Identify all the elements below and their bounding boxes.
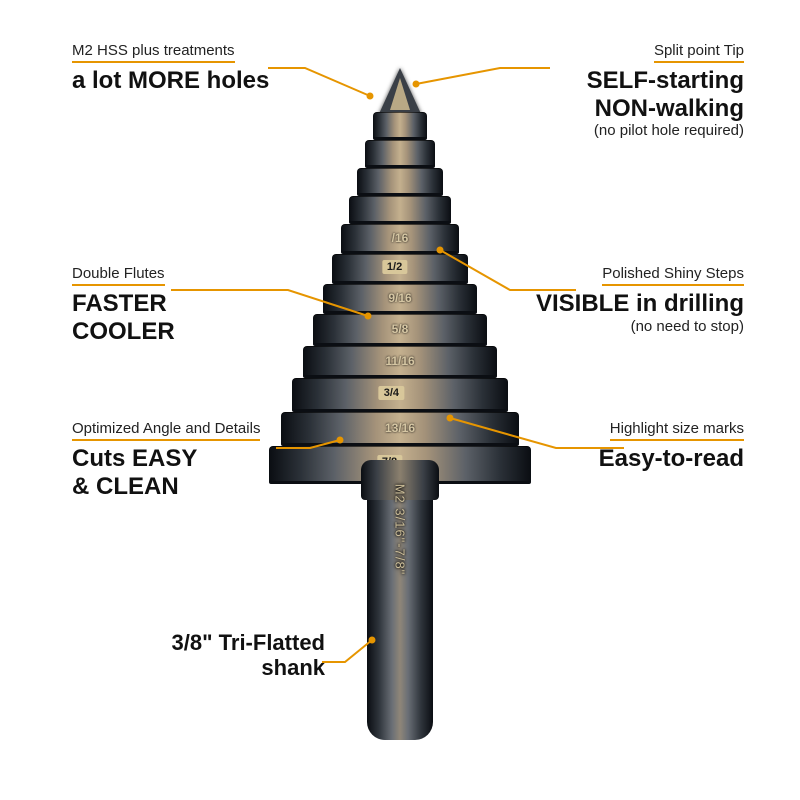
drill-shank: M2 3/16"-7/8"	[367, 492, 433, 740]
callout-main: a lot MORE holes	[72, 67, 269, 94]
drill-step	[373, 112, 427, 140]
drill-step: /16	[341, 224, 459, 254]
callout-main: Easy-to-read	[599, 445, 744, 472]
callout-subtitle: M2 HSS plus treatments	[72, 42, 235, 63]
drill-step: 7/8	[269, 446, 531, 484]
callout-low-right: Highlight size marks Easy-to-read	[599, 420, 744, 473]
callout-main-line1: FASTER	[72, 290, 167, 317]
callout-low-left: Optimized Angle and Details Cuts EASY & …	[72, 420, 260, 500]
callout-top-right: Split point Tip SELF-starting NON-walkin…	[587, 42, 744, 140]
callout-note: (no need to stop)	[631, 318, 744, 335]
drill-step: 3/4	[292, 378, 508, 412]
drill-step	[365, 140, 435, 168]
drill-step: 9/16	[323, 284, 477, 314]
shank-label-line2: shank	[261, 655, 325, 680]
drill-step: 13/16	[281, 412, 519, 446]
callout-mid-right: Polished Shiny Steps VISIBLE in drilling…	[536, 265, 744, 336]
drill-step: 1/2	[332, 254, 468, 284]
drill-tip	[378, 68, 422, 116]
step-size-label: /16	[392, 231, 409, 245]
callout-subtitle: Polished Shiny Steps	[602, 265, 744, 286]
callout-mid-left: Double Flutes FASTER COOLER	[72, 265, 175, 345]
drill-step: 11/16	[303, 346, 497, 378]
callout-top-left: M2 HSS plus treatments a lot MORE holes	[72, 42, 269, 95]
callout-main-line2: NON-walking	[595, 95, 744, 122]
callout-subtitle: Optimized Angle and Details	[72, 420, 260, 441]
callout-main-line1: SELF-starting	[587, 67, 744, 94]
step-size-highlight: 1/2	[382, 260, 407, 274]
step-size-label: 9/16	[388, 291, 411, 305]
callout-main-line2: & CLEAN	[72, 473, 179, 500]
callout-shank: 3/8" Tri-Flatted shank	[140, 630, 325, 681]
callout-subtitle: Split point Tip	[654, 42, 744, 63]
drill-step	[349, 196, 451, 224]
callout-subtitle: Double Flutes	[72, 265, 165, 286]
callout-main-line2: COOLER	[72, 318, 175, 345]
step-size-label: 13/16	[385, 421, 415, 435]
callout-note: (no pilot hole required)	[594, 122, 744, 139]
step-size-highlight: 7/8	[377, 455, 402, 469]
drill-step: 5/8	[313, 314, 487, 346]
callout-main-line1: Cuts EASY	[72, 445, 197, 472]
callout-main: VISIBLE in drilling	[536, 290, 744, 317]
step-size-label: 11/16	[385, 354, 414, 368]
step-size-label: 5/8	[392, 322, 409, 336]
shank-etch-text: M2 3/16"-7/8"	[393, 484, 408, 576]
drill-step	[357, 168, 443, 196]
callout-subtitle: Highlight size marks	[610, 420, 744, 441]
step-size-highlight: 3/4	[379, 386, 404, 400]
shank-label-line1: 3/8" Tri-Flatted	[172, 630, 325, 655]
